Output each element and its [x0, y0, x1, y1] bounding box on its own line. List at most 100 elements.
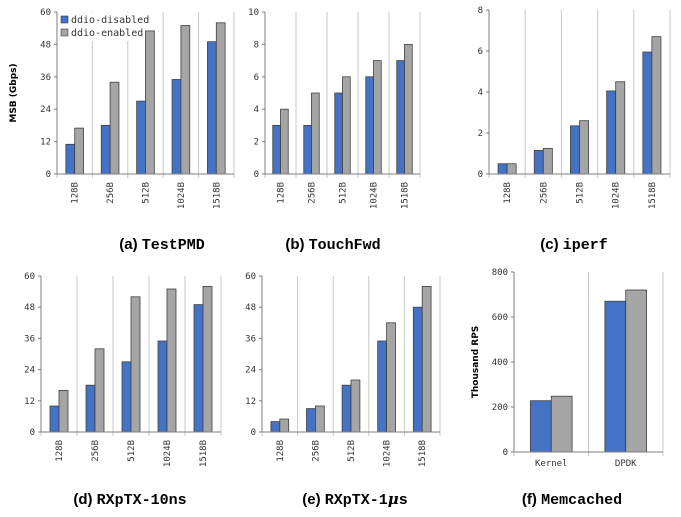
legend-box [59, 13, 143, 41]
caption-d: (d) RXpTX-10ns [73, 491, 186, 509]
x-tick-label: Kernel [535, 459, 568, 469]
y-tick-label: 48 [24, 303, 35, 313]
bar-ddio-enabled [202, 285, 213, 433]
y-tick-label: 12 [40, 138, 51, 148]
bar-ddio-enabled [311, 92, 320, 175]
bar-ddio-disabled [157, 340, 168, 433]
bar-ddio-disabled [529, 400, 552, 453]
y-tick-label: 6 [478, 47, 483, 57]
bar-ddio-disabled [341, 384, 352, 433]
bar-ddio-enabled [58, 389, 69, 433]
bar-ddio-enabled [651, 36, 662, 175]
x-tick-label: 128B [277, 182, 287, 204]
bar-ddio-disabled [272, 125, 281, 175]
caption-f: (f) Memcached [522, 491, 622, 509]
caption-b-name: TouchFwd [309, 237, 381, 254]
legend-label-ddio-disabled: ddio-disabled [71, 15, 149, 26]
x-tick-label: DPDK [615, 459, 637, 469]
bar-ddio-enabled [550, 395, 573, 453]
y-tick-label: 60 [24, 272, 35, 282]
y-tick-label: 24 [245, 366, 256, 376]
y-tick-label: 36 [24, 334, 35, 344]
bar-ddio-enabled [94, 348, 105, 433]
bar-ddio-enabled [166, 288, 177, 433]
bar-ddio-enabled [109, 81, 120, 175]
bar-ddio-disabled [497, 163, 508, 175]
bar-ddio-disabled [412, 306, 423, 433]
bar-ddio-disabled [100, 125, 111, 175]
y-tick-label: 2 [254, 138, 259, 148]
y-tick-label: 400 [492, 358, 508, 368]
x-tick-label: 512B [127, 440, 137, 462]
bar-ddio-enabled [74, 127, 84, 175]
y-tick-label: 200 [492, 403, 508, 413]
y-tick-label: 600 [492, 313, 508, 323]
bar-ddio-disabled [303, 125, 312, 175]
panel-testpmd: 0 12 24 36 48 60 128B 256B 512B 1024B 1518B MSB (Gb… [9, 8, 235, 209]
y-tick-label: 48 [245, 303, 256, 313]
x-tick-label: 128B [55, 440, 65, 462]
x-tick-label: 1024B [612, 182, 622, 209]
legend-swatch-ddio-enabled [60, 28, 69, 37]
y-tick-label: 12 [245, 397, 256, 407]
caption-e: (e) RXpTX-1μs [302, 490, 408, 509]
x-tick-label: 256B [308, 182, 318, 204]
x-tick-label: 128B [503, 182, 513, 204]
x-tick-label: 256B [91, 440, 101, 462]
bar-ddio-disabled [377, 340, 388, 433]
panel-iperf: 0 2 4 6 8 128B 256B 512B 1024B 1518B [478, 6, 671, 209]
x-tick-label: 1024B [177, 182, 187, 209]
caption-b-letter: (b) [285, 236, 304, 253]
legend-swatch-ddio-disabled [60, 15, 69, 24]
bar-ddio-enabled [579, 120, 589, 175]
y-tick-label: 0 [30, 428, 35, 438]
x-tick-label: 256B [311, 440, 321, 462]
bar-ddio-disabled [65, 143, 76, 175]
caption-b: (b) TouchFwd [285, 236, 380, 254]
bar-ddio-disabled [365, 76, 374, 175]
x-tick-label: 256B [106, 182, 116, 204]
y-tick-label: 10 [248, 8, 259, 18]
y-tick-label: 2 [478, 129, 483, 139]
caption-c: (c) iperf [540, 236, 608, 254]
x-tick-label: 1518B [418, 440, 428, 467]
y-tick-label: 48 [40, 40, 51, 50]
x-tick-label: 1518B [199, 440, 209, 467]
x-tick-label: 512B [339, 182, 349, 204]
bar-ddio-enabled [542, 147, 553, 175]
panel-touchfwd: 0 2 4 6 8 10 128B 256B 512B 1024B 1518B [248, 8, 421, 209]
x-tick-label: 128B [276, 440, 286, 462]
bar-ddio-disabled [334, 92, 343, 175]
caption-e-suffix: s [399, 492, 408, 509]
y-tick-label: 0 [503, 448, 508, 458]
x-tick-label: 1518B [212, 182, 222, 209]
bar-ddio-disabled [642, 51, 653, 175]
caption-e-mu: μ [388, 490, 399, 508]
bar-ddio-disabled [306, 408, 316, 433]
bar-ddio-disabled [606, 90, 617, 175]
y-tick-label: 36 [40, 73, 51, 83]
bar-ddio-enabled [279, 418, 290, 433]
bar-ddio-disabled [121, 361, 132, 433]
y-axis-title: Thousand RPS [471, 326, 481, 399]
bar-ddio-enabled [180, 25, 191, 175]
x-tick-label: 1518B [401, 182, 411, 209]
bar-ddio-enabled [342, 76, 351, 175]
x-tick-label: 256B [539, 182, 549, 204]
caption-c-letter: (c) [540, 236, 558, 253]
x-tick-label: 512B [576, 182, 586, 204]
bar-ddio-disabled [270, 421, 281, 433]
y-tick-label: 0 [478, 170, 483, 180]
bar-ddio-enabled [350, 379, 361, 433]
bar-ddio-enabled [506, 163, 517, 175]
y-tick-label: 60 [245, 272, 256, 282]
panel-rxptx-10ns: 0 12 24 36 48 60 128B 256B 512B 1024B 1518B [24, 272, 222, 467]
caption-d-letter: (d) [73, 491, 92, 508]
caption-e-name: RXpTX-1 [325, 492, 388, 509]
caption-f-name: Memcached [541, 492, 622, 509]
x-tick-label: 1024B [163, 440, 173, 467]
bar-ddio-enabled [314, 405, 325, 433]
bar-ddio-enabled [280, 108, 289, 175]
caption-c-name: iperf [563, 237, 608, 254]
